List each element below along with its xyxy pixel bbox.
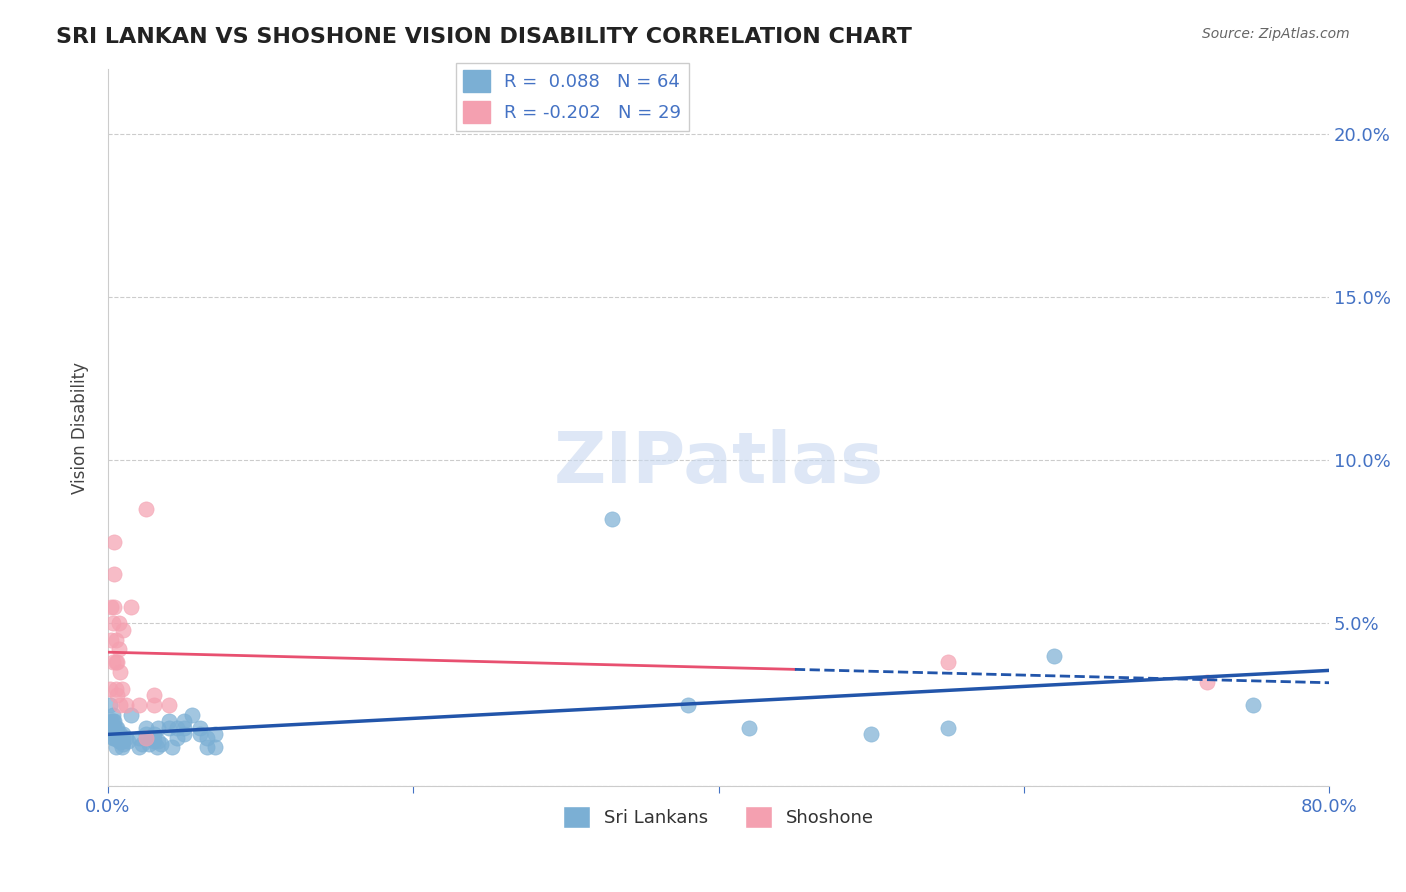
Point [188, 727, 211, 741]
Point [100, 632, 122, 647]
Point [166, 731, 188, 745]
Point [115, 731, 138, 745]
Point [860, 727, 883, 741]
Point [195, 731, 218, 745]
Point [108, 727, 131, 741]
Point [111, 740, 134, 755]
Point [135, 727, 157, 741]
Point [128, 698, 150, 712]
Point [135, 721, 157, 735]
Point [173, 727, 195, 741]
Point [128, 740, 150, 755]
Point [135, 731, 157, 745]
Point [188, 721, 211, 735]
Point [160, 740, 183, 755]
Point [101, 616, 124, 631]
Point [101, 714, 124, 729]
Point [936, 721, 959, 735]
Point [1241, 698, 1264, 712]
Point [157, 721, 180, 735]
Legend: Sri Lankans, Shoshone: Sri Lankans, Shoshone [555, 798, 882, 835]
Point [676, 698, 699, 712]
Point [103, 721, 125, 735]
Point [157, 698, 180, 712]
Point [166, 721, 188, 735]
Point [142, 688, 165, 702]
Text: Source: ZipAtlas.com: Source: ZipAtlas.com [1202, 27, 1350, 41]
Point [1043, 648, 1066, 663]
Point [600, 512, 623, 526]
Point [103, 727, 125, 741]
Point [112, 737, 135, 751]
Point [107, 731, 129, 745]
Point [120, 707, 142, 722]
Point [104, 721, 127, 735]
Point [103, 599, 125, 614]
Y-axis label: Vision Disability: Vision Disability [72, 361, 89, 493]
Point [105, 656, 128, 670]
Point [98, 681, 121, 696]
Point [204, 727, 226, 741]
Point [128, 731, 150, 745]
Point [148, 721, 170, 735]
Point [101, 731, 124, 745]
Point [98, 698, 121, 712]
Point [117, 733, 139, 747]
Point [135, 502, 157, 516]
Point [103, 534, 125, 549]
Point [104, 731, 127, 745]
Point [101, 656, 124, 670]
Point [139, 731, 162, 745]
Point [104, 727, 127, 741]
Point [107, 642, 129, 657]
Point [181, 707, 204, 722]
Point [148, 733, 170, 747]
Point [104, 681, 127, 696]
Point [107, 616, 129, 631]
Point [142, 733, 165, 747]
Text: ZIPatlas: ZIPatlas [554, 429, 883, 498]
Point [150, 737, 173, 751]
Point [105, 688, 128, 702]
Text: SRI LANKAN VS SHOSHONE VISION DISABILITY CORRELATION CHART: SRI LANKAN VS SHOSHONE VISION DISABILITY… [56, 27, 912, 46]
Point [103, 731, 125, 745]
Point [101, 724, 124, 739]
Point [100, 714, 122, 729]
Point [738, 721, 761, 735]
Point [104, 656, 127, 670]
Point [173, 721, 195, 735]
Point [173, 714, 195, 729]
Point [1195, 675, 1218, 690]
Point [107, 733, 129, 747]
Point [112, 727, 135, 741]
Point [120, 599, 142, 614]
Point [101, 707, 124, 722]
Point [105, 721, 128, 735]
Point [115, 698, 138, 712]
Point [103, 714, 125, 729]
Point [195, 740, 218, 755]
Point [108, 665, 131, 680]
Point [100, 599, 122, 614]
Point [108, 698, 131, 712]
Point [204, 740, 226, 755]
Point [104, 740, 127, 755]
Point [112, 623, 135, 637]
Point [936, 656, 959, 670]
Point [105, 731, 128, 745]
Point [142, 698, 165, 712]
Point [108, 733, 131, 747]
Point [142, 727, 165, 741]
Point [105, 727, 128, 741]
Point [146, 740, 169, 755]
Point [104, 632, 127, 647]
Point [157, 714, 180, 729]
Point [100, 721, 122, 735]
Point [138, 737, 160, 751]
Point [112, 733, 135, 747]
Point [103, 567, 125, 582]
Point [111, 681, 134, 696]
Point [131, 737, 153, 751]
